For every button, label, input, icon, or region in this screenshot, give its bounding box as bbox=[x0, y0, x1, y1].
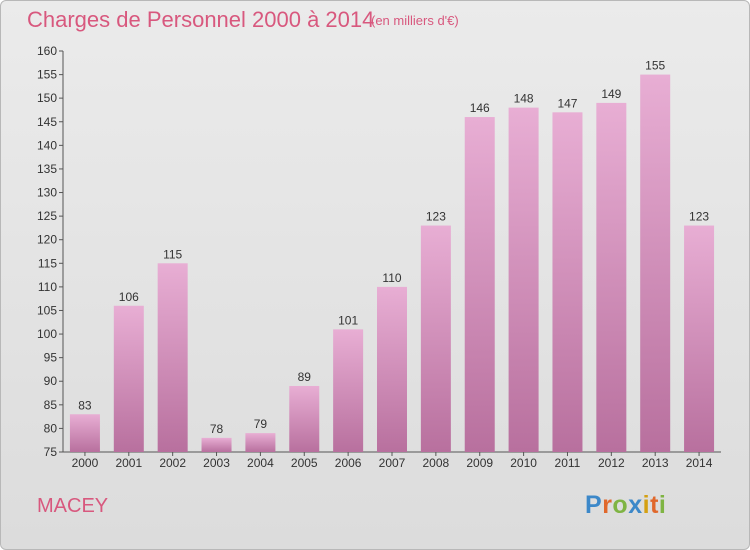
bar bbox=[464, 117, 495, 452]
x-tick-label: 2009 bbox=[466, 456, 493, 470]
y-tick-label: 125 bbox=[37, 209, 57, 223]
bar-value-label: 83 bbox=[78, 398, 92, 412]
logo-letter: r bbox=[602, 491, 613, 519]
y-tick-label: 145 bbox=[37, 115, 57, 129]
bar bbox=[289, 385, 320, 452]
bar-value-label: 101 bbox=[338, 313, 358, 327]
y-tick-label: 120 bbox=[37, 233, 57, 247]
logo-letter: i bbox=[642, 491, 651, 519]
y-tick-label: 155 bbox=[37, 68, 57, 82]
bar bbox=[640, 74, 671, 453]
bar bbox=[508, 107, 539, 453]
bar-value-label: 123 bbox=[426, 210, 446, 224]
y-tick-label: 110 bbox=[38, 280, 57, 294]
x-tick-label: 2011 bbox=[555, 456, 581, 470]
x-tick-label: 2003 bbox=[203, 456, 230, 470]
y-tick-label: 115 bbox=[38, 256, 57, 270]
x-tick-label: 2002 bbox=[159, 456, 186, 470]
y-tick-label: 150 bbox=[37, 91, 57, 105]
bar bbox=[596, 102, 627, 453]
logo-letter: i bbox=[658, 491, 667, 519]
y-tick-label: 105 bbox=[37, 303, 57, 317]
logo-letter: o bbox=[612, 491, 629, 519]
bar bbox=[333, 329, 364, 452]
bar-value-label: 148 bbox=[514, 92, 534, 106]
chart-unit: (en milliers d'€) bbox=[371, 13, 459, 28]
proxiti-logo: Proxiti bbox=[585, 491, 666, 520]
x-tick-label: 2001 bbox=[115, 456, 142, 470]
bar-value-label: 155 bbox=[645, 59, 665, 73]
logo-letter: t bbox=[650, 491, 659, 519]
bar bbox=[113, 305, 144, 452]
x-tick-label: 2012 bbox=[598, 456, 625, 470]
bar bbox=[377, 286, 407, 452]
x-tick-label: 2010 bbox=[510, 456, 537, 470]
bar-value-label: 89 bbox=[298, 370, 312, 384]
y-tick-label: 75 bbox=[44, 445, 58, 459]
x-tick-label: 2006 bbox=[335, 456, 362, 470]
x-tick-label: 2014 bbox=[686, 456, 713, 470]
y-tick-label: 90 bbox=[44, 374, 58, 388]
bar-value-label: 79 bbox=[254, 417, 268, 431]
bar-value-label: 78 bbox=[210, 422, 224, 436]
bar-value-label: 123 bbox=[689, 210, 709, 224]
bar-value-label: 146 bbox=[470, 101, 490, 115]
y-tick-label: 80 bbox=[44, 421, 58, 435]
bar bbox=[69, 414, 100, 452]
bar-value-label: 147 bbox=[557, 96, 577, 110]
bar bbox=[420, 225, 451, 452]
x-tick-label: 2005 bbox=[291, 456, 318, 470]
logo-letter: x bbox=[628, 491, 643, 519]
x-tick-label: 2004 bbox=[247, 456, 274, 470]
x-tick-label: 2000 bbox=[72, 456, 99, 470]
bar-value-label: 110 bbox=[382, 271, 401, 285]
y-tick-label: 100 bbox=[37, 327, 57, 341]
y-tick-label: 85 bbox=[44, 398, 58, 412]
y-tick-label: 160 bbox=[37, 44, 57, 58]
x-tick-label: 2013 bbox=[642, 456, 669, 470]
commune-name: MACEY bbox=[37, 495, 109, 517]
bar-value-label: 106 bbox=[119, 290, 139, 304]
logo-letter: P bbox=[585, 491, 603, 519]
axes: 75 80 85 90 95 100 105 110 115 120 125 130 135 140 145… bbox=[37, 44, 721, 470]
bar bbox=[245, 433, 276, 452]
y-tick-label: 140 bbox=[37, 138, 57, 152]
x-tick-label: 2007 bbox=[379, 456, 406, 470]
y-tick-label: 95 bbox=[44, 351, 58, 365]
bar bbox=[684, 225, 715, 452]
bar bbox=[157, 263, 188, 452]
bar bbox=[201, 437, 232, 452]
x-tick-label: 2008 bbox=[423, 456, 450, 470]
chart-title: Charges de Personnel 2000 à 2014 bbox=[27, 7, 375, 32]
bar-value-label: 149 bbox=[601, 87, 621, 101]
y-tick-label: 130 bbox=[37, 186, 57, 200]
bar bbox=[552, 112, 583, 453]
y-tick-label: 135 bbox=[37, 162, 57, 176]
bar-value-label: 115 bbox=[163, 247, 182, 261]
bars: 83 106 115 78 79 89 101 110 123 146 148 147 149 155 12… bbox=[69, 59, 715, 453]
